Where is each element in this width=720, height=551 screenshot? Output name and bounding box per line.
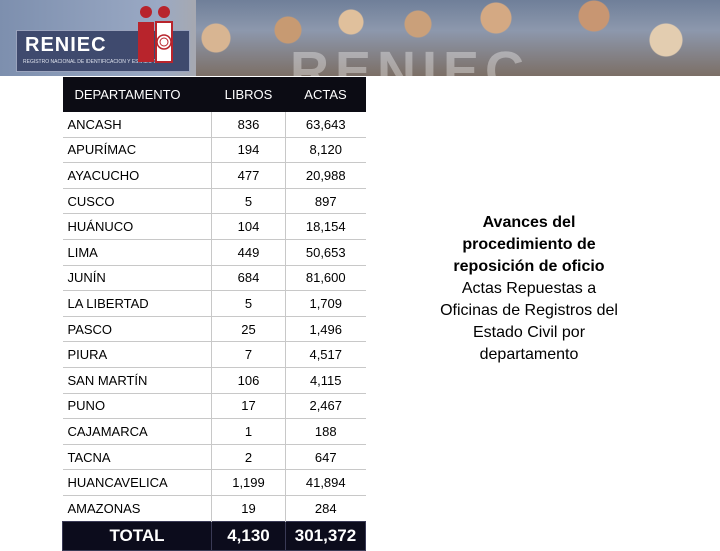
banner-photo <box>196 0 720 76</box>
actas-cell: 897 <box>285 188 366 214</box>
table-row: AYACUCHO 477 20,988 <box>62 162 366 189</box>
total-actas: 301,372 <box>285 520 366 551</box>
libros-cell: 194 <box>211 137 286 163</box>
actas-cell: 20,988 <box>285 162 366 189</box>
libros-cell: 25 <box>211 316 286 342</box>
departamento-cell: ANCASH <box>67 116 122 132</box>
table-row: JUNÍN 684 81,600 <box>62 265 366 291</box>
libros-cell: 104 <box>211 213 286 240</box>
caption-body: Actas Repuestas a Oficinas de Registros … <box>440 280 618 363</box>
actas-cell: 1,496 <box>285 316 366 342</box>
departamento-cell: LIMA <box>67 244 98 260</box>
libros-cell: 1,199 <box>211 469 286 496</box>
libros-cell: 477 <box>211 162 286 189</box>
table-row: LIMA 449 50,653 <box>62 239 366 266</box>
libros-cell: 106 <box>211 367 286 394</box>
table-row: CUSCO 5 897 <box>62 188 366 214</box>
header-actas: ACTAS <box>285 77 366 112</box>
departamento-cell: TACNA <box>67 449 111 465</box>
table-row: PIURA 7 4,517 <box>62 341 366 368</box>
actas-cell: 188 <box>285 418 366 445</box>
actas-cell: 284 <box>285 495 366 521</box>
libros-cell: 19 <box>211 495 286 521</box>
departamento-cell: JUNÍN <box>67 270 106 286</box>
table-row: TACNA 2 647 <box>62 444 366 470</box>
libros-cell: 5 <box>211 188 286 214</box>
table-header-row: DEPARTAMENTO LIBROS ACTAS <box>62 77 366 112</box>
departamento-cell: CAJAMARCA <box>67 423 148 439</box>
actas-table: DEPARTAMENTO LIBROS ACTAS ANCASH 836 63,64… <box>62 77 366 551</box>
table-row: ANCASH 836 63,643 <box>62 112 366 138</box>
actas-cell: 63,643 <box>285 112 366 138</box>
actas-cell: 4,517 <box>285 341 366 368</box>
departamento-cell: HUANCAVELICA <box>67 475 168 491</box>
libros-cell: 7 <box>211 341 286 368</box>
actas-cell: 1,709 <box>285 290 366 317</box>
logo-subtitle: REGISTRO NACIONAL DE IDENTIFICACIÓN Y ES… <box>23 59 166 65</box>
table-row: PASCO 25 1,496 <box>62 316 366 342</box>
libros-cell: 449 <box>211 239 286 266</box>
table-row: HUANCAVELICA 1,199 41,894 <box>62 469 366 496</box>
table-row: LA LIBERTAD 5 1,709 <box>62 290 366 317</box>
total-libros: 4,130 <box>211 520 286 551</box>
total-label: TOTAL <box>62 520 212 551</box>
table-row: SAN MARTÍN 106 4,115 <box>62 367 366 394</box>
libros-cell: 1 <box>211 418 286 445</box>
table-row: PUNO 17 2,467 <box>62 393 366 419</box>
actas-cell: 2,467 <box>285 393 366 419</box>
libros-cell: 2 <box>211 444 286 470</box>
departamento-cell: PASCO <box>67 321 113 337</box>
header-banner: RENIEC RENIEC REGISTRO NACIONAL DE IDENT… <box>0 0 720 76</box>
actas-cell: 8,120 <box>285 137 366 163</box>
actas-cell: 647 <box>285 444 366 470</box>
departamento-cell: APURÍMAC <box>67 142 137 158</box>
libros-cell: 17 <box>211 393 286 419</box>
libros-cell: 684 <box>211 265 286 291</box>
departamento-cell: AMAZONAS <box>67 500 141 516</box>
side-caption: Avances del procedimiento de reposición … <box>434 212 624 366</box>
caption-heading: Avances del procedimiento de reposición … <box>453 214 605 275</box>
header-departamento: DEPARTAMENTO <box>62 77 212 112</box>
table-row: HUÁNUCO 104 18,154 <box>62 213 366 240</box>
actas-cell: 81,600 <box>285 265 366 291</box>
actas-cell: 50,653 <box>285 239 366 266</box>
table-row: AMAZONAS 19 284 <box>62 495 366 521</box>
table-row: CAJAMARCA 1 188 <box>62 418 366 445</box>
departamento-cell: HUÁNUCO <box>67 219 134 235</box>
departamento-cell: PIURA <box>67 347 108 363</box>
departamento-cell: CUSCO <box>67 193 115 209</box>
header-libros: LIBROS <box>211 77 286 112</box>
table-total-row: TOTAL 4,130 301,372 <box>62 520 366 551</box>
actas-cell: 4,115 <box>285 367 366 394</box>
table-row: APURÍMAC 194 8,120 <box>62 137 366 163</box>
libros-cell: 836 <box>211 112 286 138</box>
logo-text: RENIEC <box>25 34 107 56</box>
departamento-cell: AYACUCHO <box>67 167 140 183</box>
libros-cell: 5 <box>211 290 286 317</box>
departamento-cell: SAN MARTÍN <box>67 372 148 388</box>
banner-watermark: RENIEC <box>290 41 531 76</box>
actas-cell: 41,894 <box>285 469 366 496</box>
departamento-cell: LA LIBERTAD <box>67 295 149 311</box>
actas-cell: 18,154 <box>285 213 366 240</box>
family-emblem-icon <box>138 6 173 63</box>
departamento-cell: PUNO <box>67 398 106 414</box>
